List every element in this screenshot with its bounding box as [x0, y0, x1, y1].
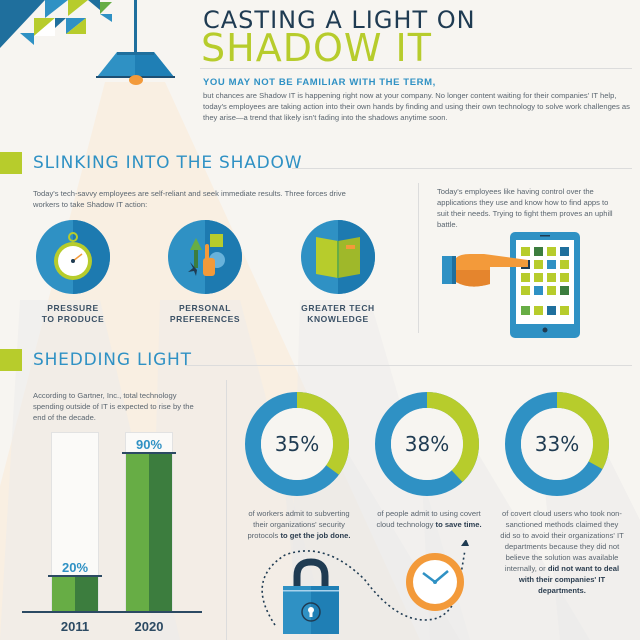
page-title-line2: SHADOW IT: [201, 26, 432, 70]
book-icon: [316, 237, 360, 278]
lock-clock-illustration: [261, 540, 469, 634]
section1-intro: Today's tech-savvy employees are self-re…: [33, 189, 346, 209]
divider: [292, 168, 632, 169]
donut-35-icon: [245, 392, 349, 496]
padlock-icon: [283, 558, 339, 634]
stopwatch-icon: [54, 232, 92, 280]
divider: [226, 380, 227, 640]
section2-intro: According to Gartner, Inc., total techno…: [33, 391, 194, 422]
donut-charts: [245, 392, 609, 496]
bar-cap: [48, 575, 102, 577]
bar-2020-label: 2020: [134, 619, 164, 634]
stat-38-caption: of people admit to using covert cloud te…: [376, 509, 482, 529]
bar-2020: [126, 453, 172, 611]
bar-2011-frame: [51, 432, 99, 612]
force-knowledge-label: GREATER TECH KNOWLEDGE: [301, 303, 375, 324]
ceiling-lamp-icon: [96, 0, 175, 85]
triangle-pattern-decoration: [0, 0, 112, 48]
stat-35-caption: of workers admit to subverting their org…: [247, 509, 351, 540]
stat-33-caption: of covert cloud users who took non-sanct…: [500, 509, 624, 595]
bar-2020-value: 90%: [135, 437, 163, 452]
tablet-icon: [442, 232, 580, 338]
bar-cap: [122, 452, 176, 454]
donut-38-icon: [375, 392, 479, 496]
bar-2020-frame: [125, 432, 173, 612]
stat-38-value: 38%: [404, 432, 450, 456]
page-title-line1: CASTING A LIGHT ON: [203, 6, 476, 34]
bar-2011-value: 20%: [61, 560, 89, 575]
x-axis: [22, 611, 202, 613]
intro-lead: YOU MAY NOT BE FAMILIAR WITH THE TERM,: [203, 77, 436, 88]
section-title-shedding: SHEDDING LIGHT: [33, 350, 192, 370]
donut-33-icon: [505, 392, 609, 496]
force-pressure-circle: [36, 220, 110, 294]
divider: [200, 68, 632, 69]
hand-shapes-icon: [188, 234, 225, 276]
section-marker: [0, 152, 22, 174]
force-preferences-label: PERSONAL PREFERENCES: [169, 303, 241, 324]
force-pressure-label: PRESSURE TO PRODUCE: [41, 303, 105, 324]
spending-bar-chart: 20% 90% 2011 2020: [0, 420, 226, 640]
bar-2011-label: 2011: [60, 619, 90, 634]
section1-side-text: Today's employees like having control ov…: [437, 187, 613, 229]
force-knowledge-circle: [301, 220, 375, 294]
stat-33-value: 33%: [534, 432, 580, 456]
bar-2011: [52, 576, 98, 611]
stat-35-value: 35%: [274, 432, 320, 456]
clock-icon: [406, 553, 464, 611]
intro-body: but chances are Shadow IT is happening r…: [203, 91, 630, 122]
section-marker: [0, 349, 22, 371]
divider: [185, 365, 632, 366]
divider: [418, 183, 419, 333]
force-preferences-circle: [168, 220, 242, 294]
section-title-slinking: SLINKING INTO THE SHADOW: [33, 153, 303, 173]
